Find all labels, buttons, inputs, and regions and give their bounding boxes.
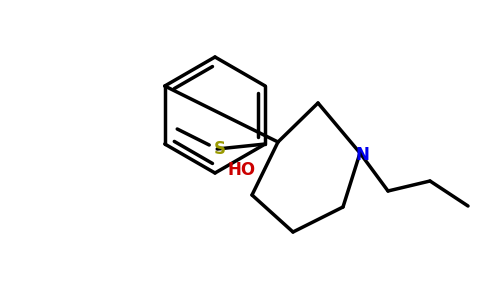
Text: N: N	[355, 146, 369, 164]
Text: S: S	[214, 140, 226, 158]
Text: HO: HO	[228, 161, 256, 179]
